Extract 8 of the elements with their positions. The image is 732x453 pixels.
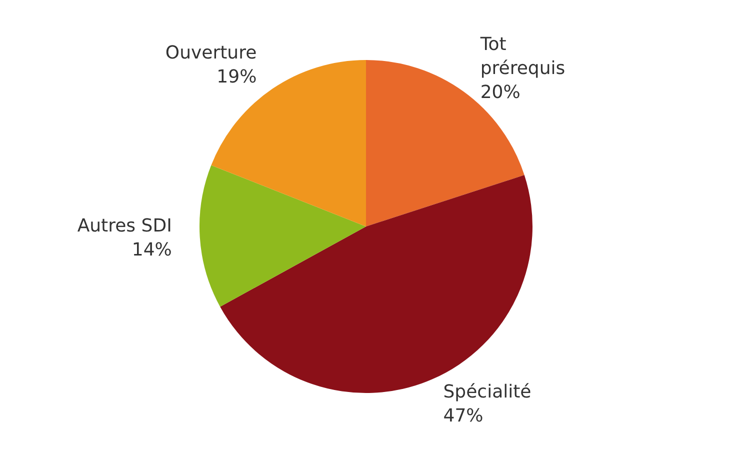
slice-label: Tot prérequis bbox=[479, 34, 566, 79]
data-label: 19% bbox=[216, 66, 257, 88]
slice-label: Spécialité bbox=[443, 382, 532, 403]
data-label: 47% bbox=[443, 406, 484, 427]
data-label: 14% bbox=[132, 239, 172, 260]
slice-label: Ouverture bbox=[165, 42, 257, 64]
data-label: 20% bbox=[480, 82, 520, 103]
slice-label: Autres SDI bbox=[77, 215, 172, 236]
